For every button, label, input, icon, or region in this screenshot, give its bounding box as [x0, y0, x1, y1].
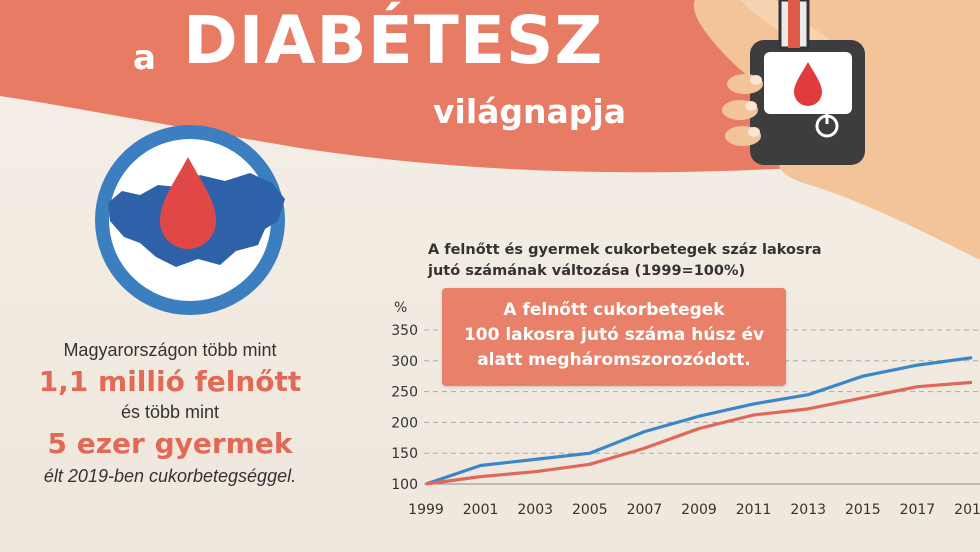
chart-title-line-2: jutó számának változása (1999=100%)	[428, 263, 746, 279]
x-tick-label: 2015	[845, 502, 881, 518]
x-tick-label: 2011	[736, 502, 772, 518]
stats-children: 5 ezer gyermek	[47, 427, 293, 460]
line-chart: 350 300 250 200 150 100 1999 2001 2003 2005 2007 2…	[391, 300, 980, 518]
chart-title-line-1: A felnőtt és gyermek cukorbetegek száz l…	[428, 242, 822, 258]
x-tick-label: 2017	[900, 502, 936, 518]
y-tick-label: 300	[391, 354, 418, 370]
x-tick-label: 2001	[463, 502, 499, 518]
glucose-meter-icon	[693, 0, 980, 260]
stats-adults: 1,1 millió felnőtt	[38, 365, 302, 398]
y-tick-label: 150	[391, 446, 418, 462]
x-tick-label: 2005	[572, 502, 608, 518]
stats-line-3: és több mint	[120, 402, 220, 422]
y-tick-label: 350	[391, 323, 418, 339]
callout-box: A felnőtt cukorbetegek 100 lakosra jutó …	[442, 288, 786, 386]
callout-line-1: A felnőtt cukorbetegek	[503, 300, 725, 320]
x-tick-label: 2007	[627, 502, 663, 518]
x-tick-label: 2019	[954, 502, 980, 518]
stats-line-5: élt 2019-ben cukorbetegséggel.	[43, 466, 297, 486]
hungary-map-icon	[95, 125, 285, 315]
x-tick-label: 2013	[790, 502, 826, 518]
stats-line-1: Magyarországon több mint	[63, 340, 277, 360]
y-tick-label: 250	[391, 385, 418, 401]
series-line-blue	[425, 356, 973, 486]
stats-block: Magyarországon több mint 1,1 millió feln…	[0, 340, 340, 487]
series-line-red	[425, 380, 973, 486]
y-tick-label: 200	[391, 415, 418, 431]
y-axis-label: %	[394, 300, 407, 316]
chart-title: A felnőtt és gyermek cukorbetegek száz l…	[428, 240, 888, 282]
title-prefix: a	[133, 38, 156, 78]
x-tick-label: 2009	[681, 502, 717, 518]
blood-drop-icon	[160, 157, 216, 249]
x-tick-label: 2003	[517, 502, 553, 518]
callout-line-2: 100 lakosra jutó száma húsz év	[463, 325, 765, 345]
callout-line-3: alatt megháromszorozódott.	[477, 350, 751, 370]
y-tick-label: 100	[391, 477, 418, 493]
x-tick-label: 1999	[408, 502, 444, 518]
page-subtitle: világnapja	[433, 92, 626, 131]
page-title: DIABÉTESZ	[183, 2, 604, 79]
